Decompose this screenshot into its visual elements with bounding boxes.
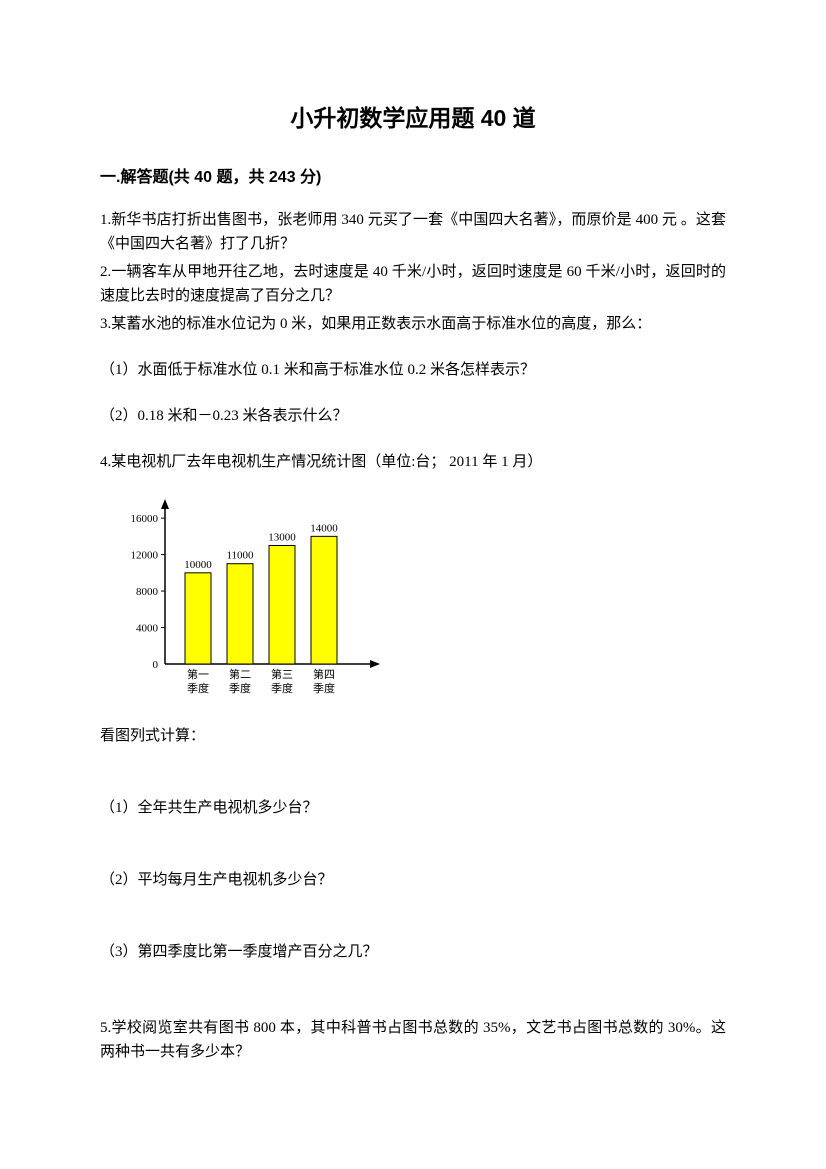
svg-text:第四: 第四 [313, 667, 335, 681]
svg-text:8000: 8000 [136, 586, 159, 598]
svg-text:0: 0 [153, 659, 159, 671]
svg-text:12000: 12000 [131, 550, 159, 562]
problem-2: 2.一辆客车从甲地开往乙地，去时速度是 40 千米/小时，返回时速度是 60 千… [100, 260, 726, 308]
svg-text:季度: 季度 [187, 681, 209, 695]
svg-text:10000: 10000 [184, 559, 212, 571]
svg-text:16000: 16000 [131, 514, 159, 526]
svg-text:13000: 13000 [268, 532, 296, 544]
problem-4-look: 看图列式计算： [100, 724, 726, 748]
problem-4: 4.某电视机厂去年电视机生产情况统计图（单位:台； 2011 年 1 月） [100, 450, 726, 474]
problem-1: 1.新华书店打折出售图书，张老师用 340 元买了一套《中国四大名著》，而原价是… [100, 208, 726, 256]
svg-text:第三: 第三 [271, 667, 293, 681]
bar-chart: 040008000120001600010000第一季度11000第二季度130… [110, 494, 410, 704]
svg-text:14000: 14000 [310, 523, 338, 535]
svg-text:季度: 季度 [271, 681, 293, 695]
svg-text:第二: 第二 [229, 667, 251, 681]
svg-text:11000: 11000 [226, 550, 254, 562]
svg-text:4000: 4000 [136, 623, 159, 635]
problem-5: 5.学校阅览室共有图书 800 本，其中科普书占图书总数的 35%，文艺书占图书… [100, 1016, 726, 1064]
problem-3: 3.某蓄水池的标准水位记为 0 米，如果用正数表示水面高于标准水位的高度，那么： [100, 312, 726, 336]
problem-4-sub1: （1）全年共生产电视机多少台？ [100, 796, 726, 820]
section-header: 一.解答题(共 40 题，共 243 分) [100, 165, 726, 191]
svg-text:第一: 第一 [187, 667, 209, 681]
svg-text:季度: 季度 [313, 681, 335, 695]
page-title: 小升初数学应用题 40 道 [100, 100, 726, 137]
svg-text:季度: 季度 [229, 681, 251, 695]
problem-3-sub1: （1）水面低于标准水位 0.1 米和高于标准水位 0.2 米各怎样表示？ [100, 358, 726, 382]
problem-4-sub2: （2）平均每月生产电视机多少台？ [100, 868, 726, 892]
chart-svg: 040008000120001600010000第一季度11000第二季度130… [110, 494, 410, 704]
problem-4-sub3: （3）第四季度比第一季度增产百分之几？ [100, 940, 726, 964]
problem-3-sub2: （2）0.18 米和－0.23 米各表示什么？ [100, 404, 726, 428]
